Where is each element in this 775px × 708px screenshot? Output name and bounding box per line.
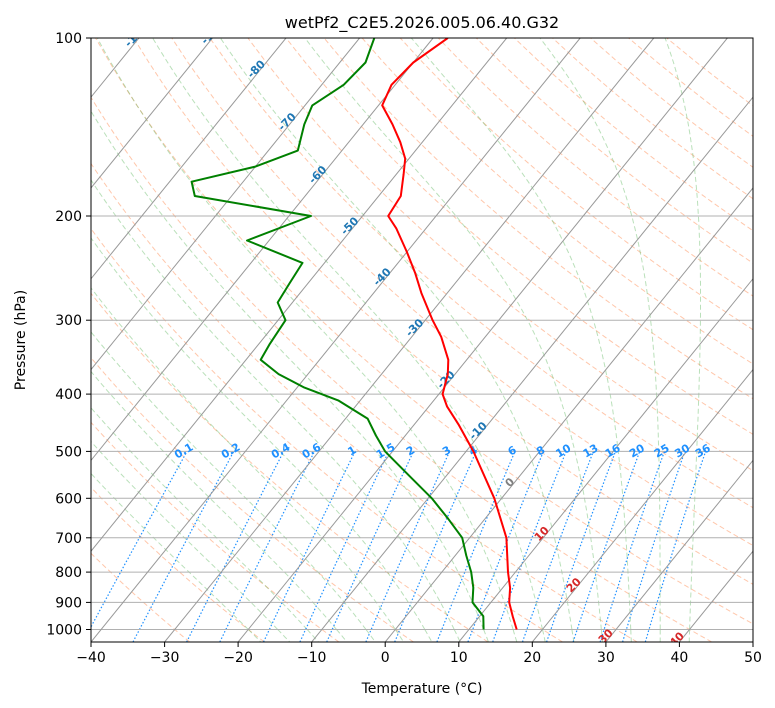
isotherm-gridline <box>91 38 213 189</box>
isotherm-gridline <box>91 38 360 371</box>
x-tick-label: 30 <box>597 650 615 666</box>
mixing-ratio-line <box>546 451 617 642</box>
dry-adiabat-line <box>247 38 753 472</box>
sounding-profiles <box>190 38 518 630</box>
moist-adiabat-line <box>91 287 405 642</box>
mixing-ratio-line <box>572 451 641 642</box>
moist-adiabat-line <box>539 38 661 642</box>
moist-adiabat-line <box>91 331 376 642</box>
mixing-ratio-line <box>467 451 545 642</box>
x-tick-label: −20 <box>223 650 253 666</box>
y-tick-label: 100 <box>55 31 82 47</box>
isotherm-label: -90 <box>198 24 221 47</box>
mixing-ratio-line <box>492 451 567 642</box>
isotherm-gridline <box>311 96 753 642</box>
x-tick-label: 10 <box>450 650 468 666</box>
isotherm-gridline <box>605 459 753 642</box>
mixing-ratio-line <box>91 451 188 629</box>
dewpoint-profile-line <box>190 38 485 630</box>
mixing-ratio-line <box>365 451 451 642</box>
dry-adiabat-line <box>91 96 713 642</box>
isotherm-gridline <box>458 277 753 642</box>
dry-adiabat-line <box>437 38 753 297</box>
dry-adiabat-line <box>91 292 489 642</box>
dry-adiabat-line <box>209 38 753 509</box>
isotherm-gridline <box>91 38 434 462</box>
moist-adiabat-line <box>91 237 433 642</box>
dry-adiabat-line <box>133 38 753 585</box>
dry-adiabat-line <box>91 421 340 642</box>
dry-adiabat-line <box>95 38 753 625</box>
plot-frame <box>90 37 754 643</box>
mixing-ratio-line <box>622 451 686 642</box>
x-tick-label: −40 <box>76 650 106 666</box>
dry-adiabat-line <box>361 38 753 365</box>
x-tick-label: 50 <box>744 650 762 666</box>
dry-adiabat-line <box>91 162 638 642</box>
moist-adiabat-line <box>664 38 701 642</box>
mixing-ratio-line <box>326 451 415 642</box>
mixing-ratio-line <box>599 451 665 642</box>
x-tick-label: −10 <box>297 650 327 666</box>
dry-adiabat-line <box>91 227 563 642</box>
dry-adiabat-line <box>91 486 265 642</box>
x-tick-label: 20 <box>523 650 541 666</box>
temperature-profile-line <box>381 38 518 630</box>
x-axis-ticks: −40 −30 −20 −10 0 10 20 30 40 50 <box>76 642 762 666</box>
plot-area: -100-90-80-70-60-50-40-30-20-10010203040… <box>91 21 753 642</box>
x-tick-label: 40 <box>670 650 688 666</box>
y-tick-label: 700 <box>55 531 82 547</box>
moist-adiabat-line <box>91 472 262 642</box>
isotherm-gridline <box>91 38 287 280</box>
y-tick-label: 800 <box>55 565 82 581</box>
isotherm-grid <box>91 38 753 642</box>
y-axis-ticks: 1000 900 800 700 600 500 400 300 200 100 <box>46 31 91 639</box>
moist-adiabat-line <box>410 38 632 642</box>
mixing-ratio-line <box>521 451 594 642</box>
isobar-grid <box>91 38 753 630</box>
isotherm-label: -100 <box>122 21 151 50</box>
x-axis-label: Temperature (°C) <box>361 681 483 697</box>
y-tick-label: 600 <box>55 491 82 507</box>
moist-adiabat-line <box>91 440 291 642</box>
moist-adiabats <box>91 38 701 642</box>
isotherm-gridline <box>164 38 655 642</box>
moist-adiabat-line <box>91 110 489 642</box>
moist-adiabat-line <box>304 38 603 642</box>
moist-adiabat-line <box>91 179 461 642</box>
moist-adiabat-line <box>91 407 319 642</box>
y-tick-label: 900 <box>55 595 82 611</box>
mixing-ratio-line <box>186 451 285 642</box>
isotherm-gridline <box>237 38 728 642</box>
moist-adiabat-line <box>152 38 546 642</box>
isotherm-gridline <box>91 38 508 552</box>
isotherm-gridline <box>384 187 753 642</box>
mixing-ratio-line <box>132 451 235 642</box>
isotherm-gridline <box>91 38 581 642</box>
y-tick-label: 400 <box>55 387 82 403</box>
mixing-ratio-line <box>262 451 356 642</box>
y-tick-label: 300 <box>55 313 82 329</box>
mixing-ratio-line <box>299 451 390 642</box>
chart-title: wetPf2_C2E5.2026.005.06.40.G32 <box>285 13 559 33</box>
y-tick-label: 500 <box>55 444 82 460</box>
x-tick-label: −30 <box>150 650 180 666</box>
y-tick-label: 200 <box>55 209 82 225</box>
isotherm-gridline <box>531 368 753 642</box>
dry-adiabats <box>91 38 753 642</box>
y-axis-label: Pressure (hPa) <box>13 290 29 390</box>
dry-adiabat-line <box>91 552 191 642</box>
moist-adiabat-line <box>96 38 518 642</box>
moist-adiabat-line <box>91 370 348 642</box>
y-tick-label: 1000 <box>46 623 82 639</box>
x-tick-label: 0 <box>381 650 390 666</box>
dry-adiabat-line <box>323 38 753 400</box>
